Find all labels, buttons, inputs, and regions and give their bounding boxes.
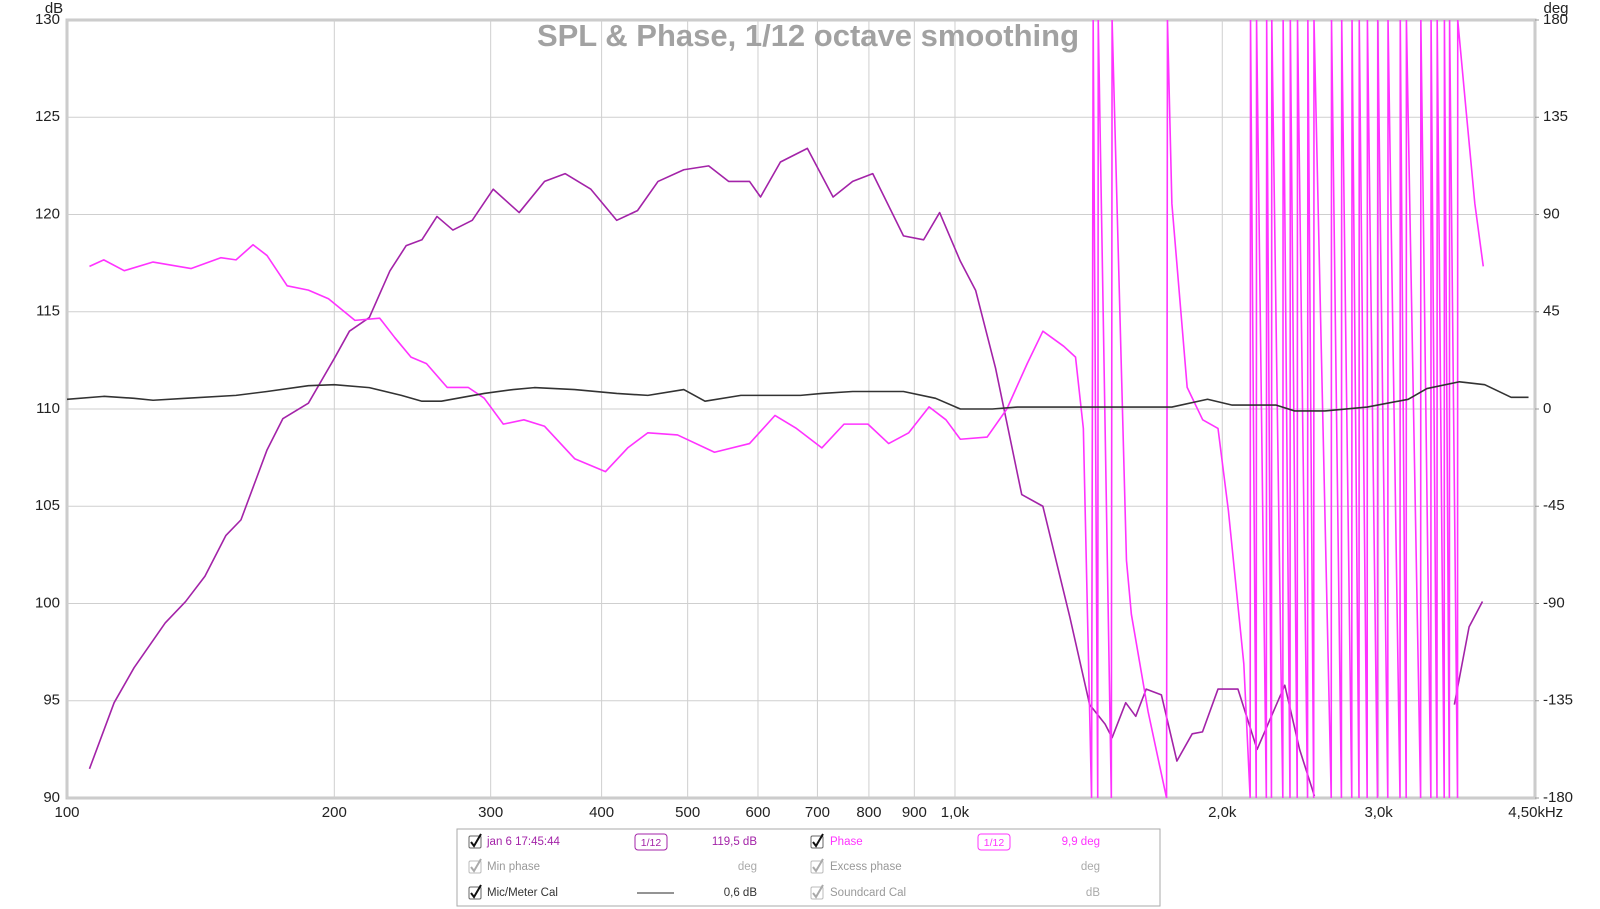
y2-tick-label: -180	[1543, 789, 1573, 806]
legend-readout: 119,5 dB	[712, 836, 758, 848]
checkmark	[812, 884, 824, 899]
checkmark	[470, 884, 482, 899]
y2-tick-label: -45	[1543, 497, 1565, 514]
x-tick-label: 1,0k	[941, 804, 970, 821]
checkmark	[470, 833, 482, 848]
legend-entry: Mic/Meter Cal	[487, 887, 558, 899]
legend-readout: 0,6 dB	[724, 887, 758, 899]
x-tick-label: 600	[745, 804, 770, 821]
x-tick-label: 4,50k	[1508, 804, 1545, 821]
legend-panel	[456, 828, 1161, 907]
smoothing-label: 1/12	[641, 837, 662, 849]
series-line	[67, 380, 1529, 412]
y-axis-label: dB	[45, 0, 63, 17]
y2-tick-label: 135	[1543, 108, 1568, 125]
x-tick-label: 700	[805, 804, 830, 821]
y2-tick-label: 45	[1543, 303, 1560, 320]
y-tick-label: 115	[36, 303, 60, 320]
x-tick-label: 500	[675, 804, 700, 821]
y-tick-label: 95	[43, 692, 60, 709]
y-tick-label: 90	[43, 789, 60, 806]
checkmark	[470, 858, 482, 873]
y-tick-label: 130	[35, 11, 60, 28]
y-tick-label: 125	[35, 108, 60, 125]
smoothing-label: 1/12	[984, 837, 1005, 849]
x-tick-label: 400	[589, 804, 614, 821]
y2-tick-label: -135	[1543, 692, 1573, 709]
legend-entry: Min phase	[487, 861, 540, 873]
y2-tick-label: -90	[1543, 594, 1565, 611]
legend-readout: deg	[738, 861, 757, 873]
checkmark	[812, 833, 824, 848]
x-axis-label: Hz	[1545, 804, 1563, 821]
x-tick-label: 200	[322, 804, 347, 821]
x-tick-label: 3,0k	[1364, 804, 1393, 821]
x-tick-label: 100	[54, 804, 79, 821]
y-tick-label: 105	[35, 497, 60, 514]
x-tick-label: 2,0k	[1208, 804, 1237, 821]
series-line	[89, 20, 1485, 798]
y-tick-label: 120	[35, 205, 60, 222]
x-tick-label: 800	[856, 804, 881, 821]
y-tick-label: 100	[35, 594, 60, 611]
smoothing-frame	[634, 833, 668, 851]
chart-title: SPL & Phase, 1/12 octave smoothing	[537, 18, 1079, 53]
smoothing-frame	[977, 833, 1011, 851]
series-line	[88, 147, 1484, 797]
y2-tick-label: 0	[1543, 400, 1551, 417]
y2-axis-label: deg	[1543, 0, 1568, 17]
legend-entry: Soundcard Cal	[830, 887, 906, 899]
checkmark	[812, 858, 824, 873]
legend-entry: jan 6 17:45:44	[486, 836, 561, 848]
legend-readout: 9,9 deg	[1062, 836, 1100, 848]
legend-readout: deg	[1081, 861, 1100, 873]
x-tick-label: 300	[478, 804, 503, 821]
legend-entry: Phase	[830, 836, 863, 848]
x-tick-label: 900	[902, 804, 927, 821]
y-tick-label: 110	[36, 400, 60, 417]
legend-entry: Excess phase	[830, 861, 902, 873]
legend-readout: dB	[1086, 887, 1100, 899]
y2-tick-label: 180	[1543, 11, 1568, 28]
y2-tick-label: 90	[1543, 205, 1560, 222]
